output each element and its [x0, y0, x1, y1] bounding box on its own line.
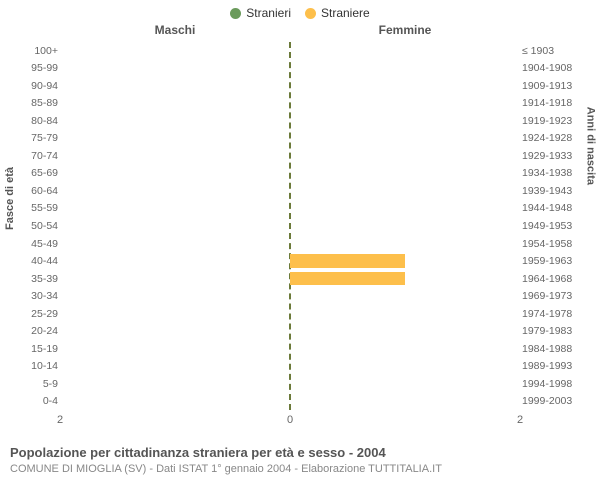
legend-label-male: Stranieri: [246, 6, 291, 20]
birth-tick: 1984-1988: [522, 343, 582, 355]
legend-dot-male: [230, 8, 241, 19]
age-tick: 10-14: [18, 360, 58, 372]
age-tick: 20-24: [18, 325, 58, 337]
birth-tick: 1914-1918: [522, 97, 582, 109]
age-row: 95-991904-1908: [60, 60, 520, 78]
age-tick: 85-89: [18, 97, 58, 109]
age-tick: 75-79: [18, 132, 58, 144]
birth-tick: 1949-1953: [522, 220, 582, 232]
birth-tick: 1979-1983: [522, 325, 582, 337]
age-row: 5-91994-1998: [60, 375, 520, 393]
age-row: 35-391964-1968: [60, 270, 520, 288]
age-row: 40-441959-1963: [60, 252, 520, 270]
plot-area: 100+≤ 190395-991904-190890-941909-191385…: [60, 42, 520, 410]
age-row: 30-341969-1973: [60, 287, 520, 305]
legend-item-female: Straniere: [305, 6, 370, 20]
age-row: 0-41999-2003: [60, 392, 520, 410]
age-row: 20-241979-1983: [60, 322, 520, 340]
age-tick: 45-49: [18, 238, 58, 250]
birth-tick: 1919-1923: [522, 115, 582, 127]
age-tick: 15-19: [18, 343, 58, 355]
age-row: 70-741929-1933: [60, 147, 520, 165]
age-tick: 40-44: [18, 255, 58, 267]
age-tick: 90-94: [18, 80, 58, 92]
age-tick: 35-39: [18, 273, 58, 285]
age-row: 75-791924-1928: [60, 130, 520, 148]
left-axis-label: Fasce di età: [4, 167, 16, 230]
age-tick: 60-64: [18, 185, 58, 197]
male-header: Maschi: [60, 23, 290, 37]
birth-tick: 1939-1943: [522, 185, 582, 197]
birth-tick: 1909-1913: [522, 80, 582, 92]
age-row: 45-491954-1958: [60, 235, 520, 253]
age-tick: 95-99: [18, 62, 58, 74]
legend-item-male: Stranieri: [230, 6, 291, 20]
age-row: 65-691934-1938: [60, 165, 520, 183]
birth-tick: 1944-1948: [522, 202, 582, 214]
age-tick: 30-34: [18, 290, 58, 302]
age-row: 25-291974-1978: [60, 305, 520, 323]
xtick-left: 2: [57, 414, 63, 426]
birth-tick: 1964-1968: [522, 273, 582, 285]
birth-tick: 1969-1973: [522, 290, 582, 302]
age-row: 10-141989-1993: [60, 357, 520, 375]
bar-female: [290, 254, 405, 268]
birth-tick: 1954-1958: [522, 238, 582, 250]
x-axis: 2 0 2: [60, 414, 520, 428]
right-axis-label: Anni di nascita: [584, 107, 596, 185]
footer: Popolazione per cittadinanza straniera p…: [0, 440, 600, 476]
birth-tick: 1959-1963: [522, 255, 582, 267]
legend-label-female: Straniere: [321, 6, 370, 20]
age-row: 85-891914-1918: [60, 95, 520, 113]
age-tick: 100+: [18, 45, 58, 57]
female-header: Femmine: [290, 23, 520, 37]
birth-tick: 1929-1933: [522, 150, 582, 162]
age-tick: 25-29: [18, 308, 58, 320]
xtick-right: 2: [517, 414, 523, 426]
footer-subtitle: COMUNE DI MIOGLIA (SV) - Dati ISTAT 1° g…: [10, 462, 590, 477]
footer-title: Popolazione per cittadinanza straniera p…: [10, 444, 590, 462]
birth-tick: 1994-1998: [522, 378, 582, 390]
age-row: 100+≤ 1903: [60, 42, 520, 60]
age-tick: 80-84: [18, 115, 58, 127]
age-row: 60-641939-1943: [60, 182, 520, 200]
age-tick: 50-54: [18, 220, 58, 232]
birth-tick: 1974-1978: [522, 308, 582, 320]
pyramid-chart: Maschi Femmine Fasce di età Anni di nasc…: [0, 20, 600, 440]
age-tick: 70-74: [18, 150, 58, 162]
age-row: 15-191984-1988: [60, 340, 520, 358]
age-tick: 5-9: [18, 378, 58, 390]
age-tick: 65-69: [18, 167, 58, 179]
birth-tick: 1924-1928: [522, 132, 582, 144]
age-row: 90-941909-1913: [60, 77, 520, 95]
age-row: 55-591944-1948: [60, 200, 520, 218]
birth-tick: ≤ 1903: [522, 45, 582, 57]
birth-tick: 1989-1993: [522, 360, 582, 372]
age-row: 50-541949-1953: [60, 217, 520, 235]
age-tick: 55-59: [18, 202, 58, 214]
legend: Stranieri Straniere: [0, 0, 600, 20]
xtick-center: 0: [287, 414, 293, 426]
birth-tick: 1934-1938: [522, 167, 582, 179]
bar-female: [290, 272, 405, 286]
birth-tick: 1999-2003: [522, 395, 582, 407]
birth-tick: 1904-1908: [522, 62, 582, 74]
age-tick: 0-4: [18, 395, 58, 407]
age-row: 80-841919-1923: [60, 112, 520, 130]
legend-dot-female: [305, 8, 316, 19]
